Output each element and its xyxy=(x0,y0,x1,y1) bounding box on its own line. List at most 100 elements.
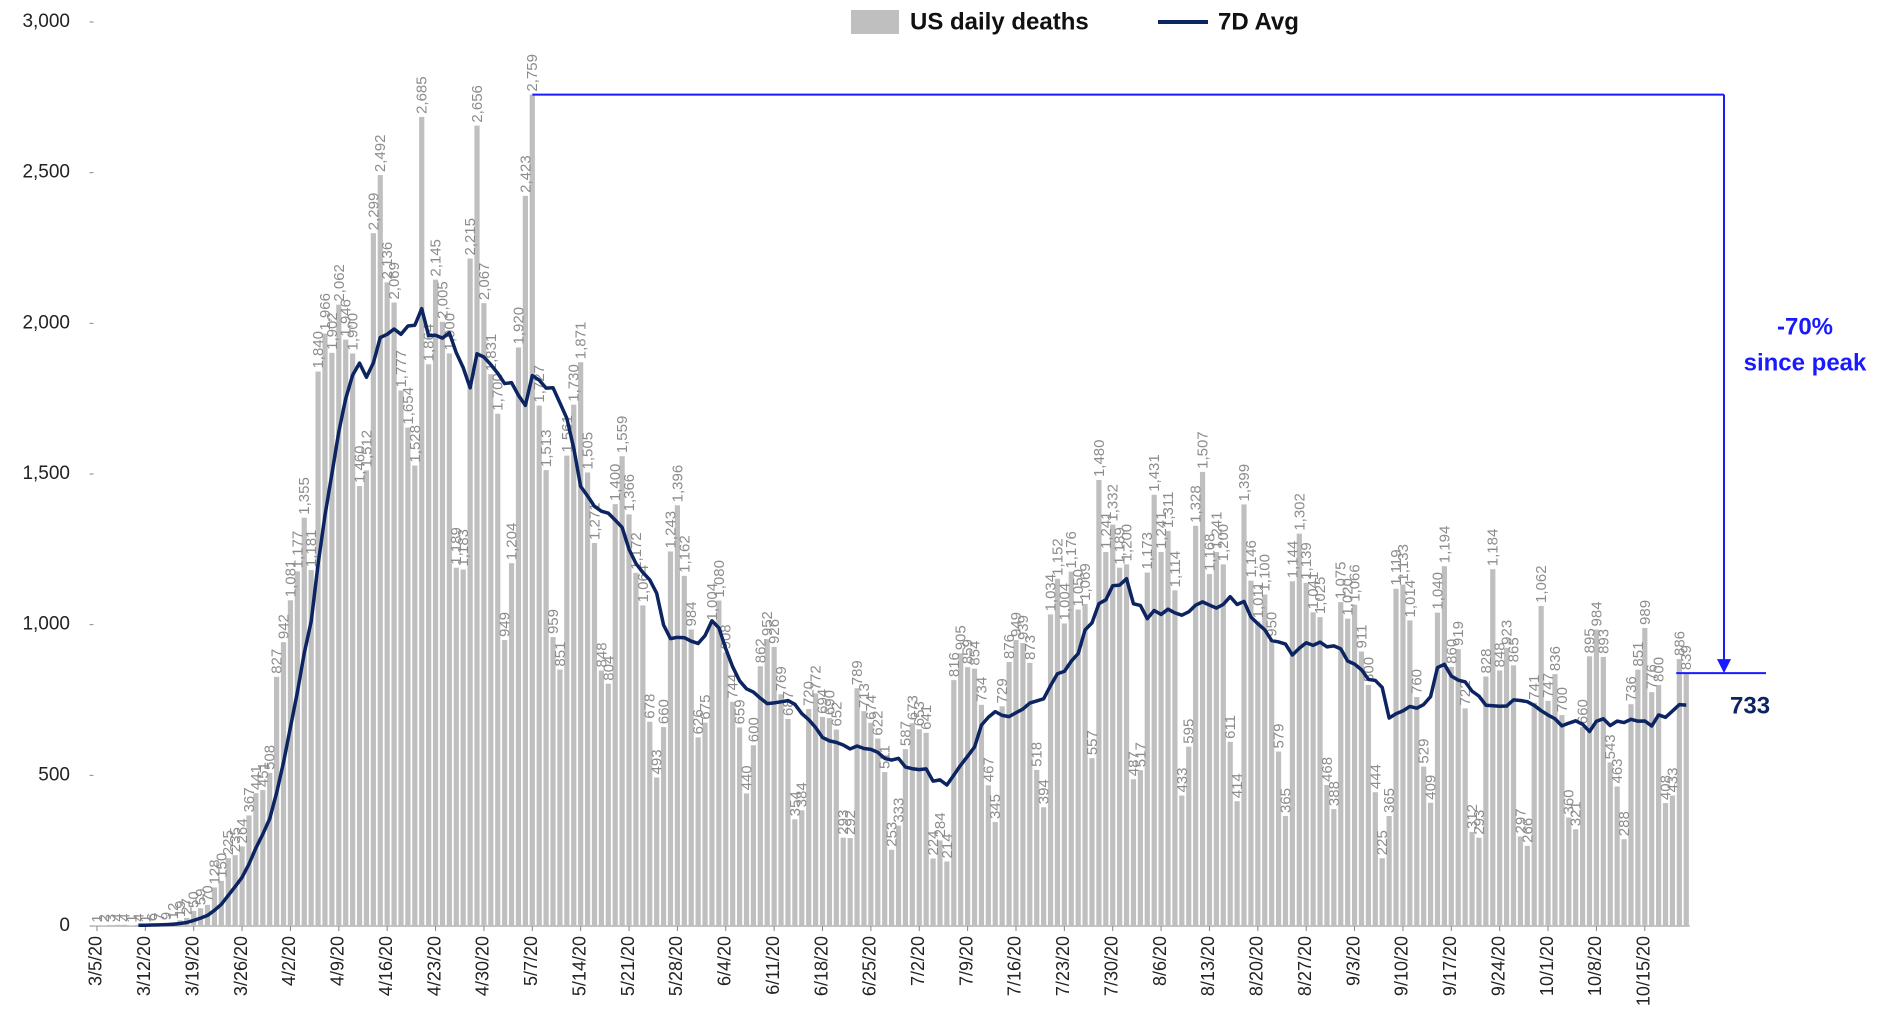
bar xyxy=(108,925,114,926)
data-label: 895 xyxy=(1581,628,1598,653)
data-label: 789 xyxy=(849,660,866,685)
bar xyxy=(840,837,846,926)
data-label: 839 xyxy=(1678,645,1695,670)
bar xyxy=(992,822,998,926)
data-label: 1,080 xyxy=(711,560,728,598)
data-label: 952 xyxy=(759,611,776,636)
bar xyxy=(1386,816,1392,926)
data-label: 1,025 xyxy=(1312,577,1329,615)
bar xyxy=(1580,727,1586,926)
data-label: 923 xyxy=(1499,620,1516,645)
data-label: 493 xyxy=(649,749,666,774)
data-label: 1,241 xyxy=(1098,511,1115,549)
bar xyxy=(1193,525,1199,926)
data-label: 2,069 xyxy=(386,262,403,300)
bar xyxy=(356,486,363,926)
data-label: 694 xyxy=(814,689,831,714)
bar xyxy=(882,772,888,926)
bar xyxy=(1075,609,1081,926)
data-label: 1,133 xyxy=(1395,544,1412,582)
bar xyxy=(1517,836,1524,926)
bar xyxy=(1331,809,1337,926)
data-label: 905 xyxy=(953,625,970,650)
y-tick-label: 500 xyxy=(38,764,70,785)
bar xyxy=(543,470,549,926)
bar xyxy=(709,623,715,926)
bar xyxy=(847,838,853,926)
bar xyxy=(605,683,611,926)
data-label: 641 xyxy=(918,705,935,730)
bar xyxy=(799,810,805,926)
bar xyxy=(1227,741,1233,926)
data-label: 908 xyxy=(718,624,735,649)
bar xyxy=(1490,569,1496,926)
data-label: 2,423 xyxy=(517,155,534,193)
data-label: 1,900 xyxy=(345,313,362,351)
bar xyxy=(115,924,121,926)
data-label: 1,902 xyxy=(324,312,341,350)
bar xyxy=(778,694,784,926)
data-label: 687 xyxy=(780,691,797,716)
bar xyxy=(854,688,860,926)
data-label: 1,173 xyxy=(1139,532,1156,570)
data-label: 1,014 xyxy=(1402,580,1419,618)
bar xyxy=(944,861,950,926)
data-label: 720 xyxy=(801,681,818,706)
bar xyxy=(1483,676,1489,926)
legend-swatch-bar xyxy=(851,10,899,34)
bar xyxy=(1635,669,1641,926)
bar xyxy=(274,676,280,926)
bar xyxy=(1165,530,1171,926)
data-label: 543 xyxy=(1602,734,1619,759)
legend-label: US daily deaths xyxy=(910,8,1089,35)
data-label: 1,183 xyxy=(455,529,472,567)
bar xyxy=(474,125,480,926)
data-label: 776 xyxy=(1644,664,1661,689)
data-label: 1,946 xyxy=(338,299,355,337)
data-label: 2,492 xyxy=(372,135,389,173)
bar xyxy=(363,470,370,926)
legend: US daily deaths 7D Avg xyxy=(851,8,1299,35)
bar xyxy=(1158,552,1164,926)
data-label: 1,700 xyxy=(490,373,507,411)
bar xyxy=(736,727,743,926)
bar xyxy=(1054,578,1061,926)
bar xyxy=(1110,524,1116,926)
data-label: 1,189 xyxy=(448,527,465,565)
data-label: 1,034 xyxy=(1043,574,1060,612)
bar xyxy=(1538,605,1544,926)
bar xyxy=(1469,831,1475,926)
bar xyxy=(1096,480,1102,926)
bar xyxy=(502,640,508,926)
bar xyxy=(1524,845,1530,926)
x-tick-label: 7/16/20 xyxy=(1005,936,1025,996)
bar xyxy=(660,727,667,926)
data-label: 1,081 xyxy=(282,560,299,598)
bar xyxy=(1552,674,1558,926)
bar xyxy=(398,390,404,927)
data-label: 2,215 xyxy=(462,218,479,256)
bar xyxy=(1649,692,1655,926)
bar xyxy=(1642,627,1648,926)
bar xyxy=(1137,770,1143,926)
bar xyxy=(1179,795,1185,926)
bar xyxy=(1282,816,1289,926)
data-label: 408 xyxy=(1657,775,1674,800)
data-label: 1,066 xyxy=(1347,564,1364,602)
data-label: 297 xyxy=(1512,808,1529,833)
x-tick-label: 6/25/20 xyxy=(860,936,880,996)
data-label: 2,145 xyxy=(428,239,445,277)
data-label: 1,241 xyxy=(1208,511,1225,549)
data-label: 747 xyxy=(1540,673,1557,698)
bar xyxy=(1407,620,1413,926)
bar xyxy=(916,729,922,926)
data-label: 59 xyxy=(193,889,210,906)
data-label: 1,864 xyxy=(421,324,438,362)
data-label: 827 xyxy=(269,649,286,674)
data-label: 365 xyxy=(1381,788,1398,813)
bar xyxy=(522,195,528,927)
bar xyxy=(432,279,439,926)
data-label: 441 xyxy=(248,765,265,790)
bar xyxy=(1455,649,1461,926)
data-label: 876 xyxy=(1001,634,1018,659)
